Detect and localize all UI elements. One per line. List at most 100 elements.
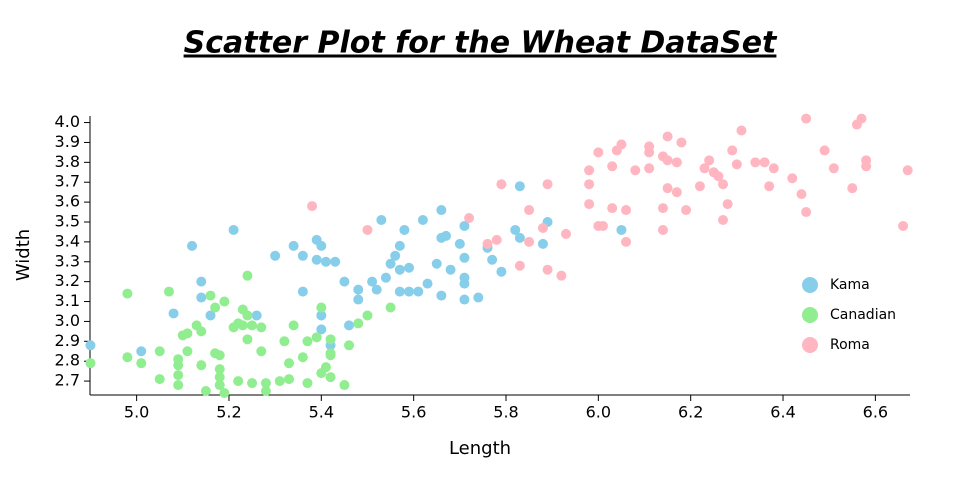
point [122, 288, 133, 299]
point [394, 286, 405, 297]
point [302, 378, 313, 389]
point [662, 183, 673, 194]
point [607, 203, 618, 214]
legend-label: Kama [830, 277, 870, 293]
point [621, 205, 632, 216]
point [256, 346, 267, 357]
point [630, 165, 641, 176]
point [514, 181, 525, 192]
point [671, 187, 682, 198]
point [454, 238, 465, 249]
point [214, 372, 225, 383]
legend-label: Canadian [830, 307, 896, 323]
point [828, 163, 839, 174]
point [681, 205, 692, 216]
point [597, 220, 608, 231]
point [297, 250, 308, 261]
point [136, 358, 147, 369]
point [801, 207, 812, 218]
y-tick-label: 3.6 [55, 192, 80, 211]
point [320, 362, 331, 373]
point [440, 230, 451, 241]
point [404, 286, 415, 297]
point [311, 254, 322, 265]
point [205, 310, 216, 321]
point [242, 310, 253, 321]
point [413, 286, 424, 297]
point [417, 215, 428, 226]
point [325, 334, 336, 345]
point [362, 224, 373, 235]
point [339, 276, 350, 287]
point [173, 380, 184, 391]
point [330, 256, 341, 267]
point [616, 139, 627, 150]
point [344, 320, 355, 331]
point [482, 238, 493, 249]
point [464, 213, 475, 224]
point [260, 386, 271, 397]
point [718, 179, 729, 190]
point [288, 240, 299, 251]
point [750, 157, 761, 168]
point [764, 181, 775, 192]
point [662, 155, 673, 166]
point [173, 370, 184, 381]
point [731, 159, 742, 170]
y-tick-label: 3.7 [55, 172, 80, 191]
point [537, 222, 548, 233]
point [316, 324, 327, 335]
point [510, 224, 521, 235]
point [727, 145, 738, 156]
legend-swatch [802, 277, 818, 293]
point [459, 278, 470, 289]
point [320, 256, 331, 267]
x-tick-label: 6.0 [586, 403, 611, 422]
point [736, 125, 747, 136]
point [297, 286, 308, 297]
point [390, 250, 401, 261]
point [122, 352, 133, 363]
x-axis-label: Length [449, 438, 511, 459]
point [657, 224, 668, 235]
point [657, 203, 668, 214]
x-tick-label: 6.6 [863, 403, 888, 422]
point [902, 165, 913, 176]
point [270, 250, 281, 261]
point [584, 165, 595, 176]
chart-title: Scatter Plot for the Wheat DataSet [184, 26, 778, 61]
point [584, 179, 595, 190]
point [616, 224, 627, 235]
point [556, 270, 567, 281]
point [491, 234, 502, 245]
point [251, 310, 262, 321]
y-tick-label: 2.8 [55, 351, 80, 370]
point [385, 302, 396, 313]
point [898, 220, 909, 231]
point [353, 294, 364, 305]
y-tick-label: 3.2 [55, 271, 80, 290]
point [154, 374, 165, 385]
x-tick-label: 6.4 [770, 403, 795, 422]
point [676, 137, 687, 148]
point [256, 322, 267, 333]
point [759, 157, 770, 168]
point [353, 318, 364, 329]
point [607, 161, 618, 172]
y-tick-label: 2.7 [55, 371, 80, 390]
point [431, 258, 442, 269]
point [182, 346, 193, 357]
point [325, 372, 336, 383]
point [385, 258, 396, 269]
y-axis-label: Width [13, 229, 34, 281]
x-tick-label: 5.6 [401, 403, 426, 422]
y-tick-label: 4.0 [55, 112, 80, 131]
point [302, 336, 313, 347]
point [801, 113, 812, 124]
point [214, 364, 225, 375]
point [459, 252, 470, 263]
point [136, 346, 147, 357]
point [187, 240, 198, 251]
point [85, 358, 96, 369]
